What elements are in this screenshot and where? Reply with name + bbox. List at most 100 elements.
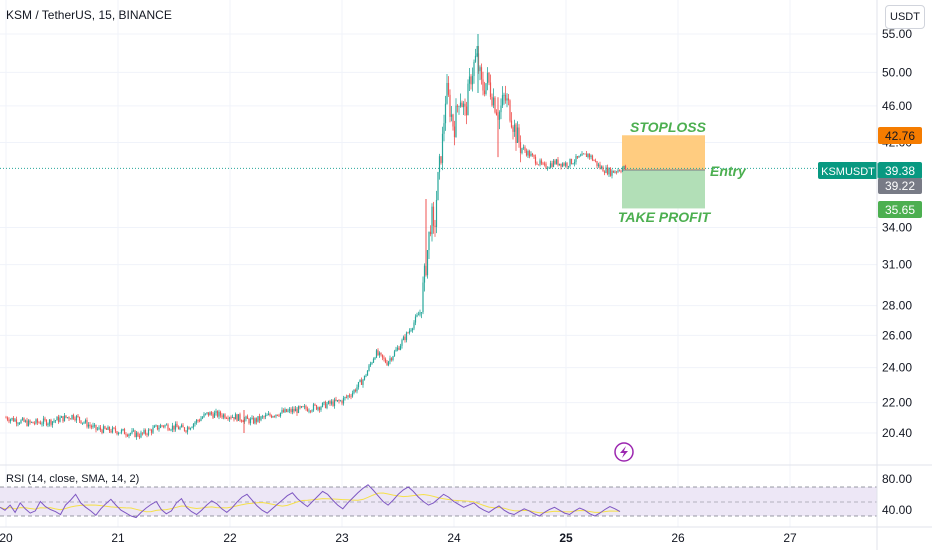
candles[interactable] bbox=[5, 34, 627, 440]
candle bbox=[44, 416, 46, 422]
candle bbox=[581, 151, 583, 156]
candle bbox=[587, 153, 589, 159]
candle bbox=[542, 161, 544, 166]
svg-text:35.65: 35.65 bbox=[885, 203, 915, 217]
candle bbox=[603, 170, 606, 176]
candle bbox=[252, 415, 255, 425]
candle bbox=[173, 425, 175, 433]
candle bbox=[435, 190, 438, 234]
candle bbox=[335, 396, 337, 402]
take-profit-zone[interactable] bbox=[622, 170, 705, 209]
candle bbox=[459, 93, 462, 108]
candle bbox=[479, 65, 481, 81]
candle bbox=[63, 413, 66, 422]
candle bbox=[594, 158, 597, 163]
candle bbox=[312, 402, 315, 412]
candle bbox=[291, 406, 294, 415]
candle bbox=[489, 74, 492, 100]
stoploss-zone[interactable] bbox=[622, 135, 705, 171]
candle bbox=[72, 413, 75, 420]
candle bbox=[491, 93, 493, 107]
candle bbox=[174, 421, 177, 432]
candle bbox=[498, 110, 501, 130]
candle bbox=[281, 407, 283, 414]
candle bbox=[177, 425, 180, 430]
candle bbox=[18, 422, 21, 425]
rsi-line[interactable] bbox=[0, 484, 621, 519]
candle bbox=[147, 428, 150, 437]
candle bbox=[357, 381, 360, 390]
candle bbox=[341, 399, 343, 406]
candle bbox=[353, 389, 355, 395]
candle bbox=[326, 402, 328, 410]
candle bbox=[315, 404, 318, 411]
candle bbox=[401, 338, 403, 349]
candle bbox=[282, 408, 285, 413]
candle bbox=[563, 162, 565, 167]
svg-text:39.22: 39.22 bbox=[885, 179, 915, 193]
candle bbox=[533, 154, 535, 159]
candle bbox=[456, 104, 459, 113]
candle bbox=[588, 153, 591, 160]
candle bbox=[204, 413, 207, 416]
candle bbox=[80, 420, 82, 424]
candle bbox=[8, 417, 10, 424]
candle bbox=[552, 159, 555, 168]
candle bbox=[134, 429, 136, 438]
candle bbox=[380, 352, 382, 357]
candle bbox=[225, 416, 228, 420]
candle bbox=[143, 428, 145, 435]
candle bbox=[224, 413, 226, 420]
lightning-icon[interactable] bbox=[614, 442, 634, 462]
candle bbox=[384, 357, 387, 364]
candle bbox=[24, 419, 27, 423]
symbol-tag[interactable]: KSMUSDT bbox=[818, 162, 878, 179]
time-axis[interactable]: 20 21 22 23 24 25 26 27 bbox=[0, 531, 797, 545]
candle bbox=[227, 415, 229, 421]
candle bbox=[39, 420, 42, 425]
y-tick-label: 31.00 bbox=[882, 258, 912, 272]
candle bbox=[74, 416, 76, 422]
candle bbox=[90, 424, 93, 430]
candle bbox=[528, 149, 531, 159]
currency-button[interactable]: USDT bbox=[885, 5, 925, 29]
candle bbox=[486, 67, 489, 91]
candle bbox=[408, 328, 411, 335]
candle bbox=[471, 67, 474, 92]
candle bbox=[378, 351, 381, 358]
candle bbox=[446, 74, 448, 105]
candle bbox=[434, 219, 436, 237]
svg-text:42.76: 42.76 bbox=[885, 129, 915, 143]
price-axis[interactable]: 55.0050.0046.0042.0034.0031.0028.0026.00… bbox=[882, 27, 912, 440]
candle bbox=[321, 402, 324, 408]
candle bbox=[431, 203, 433, 242]
candle bbox=[29, 419, 31, 425]
candle bbox=[575, 153, 577, 165]
candle bbox=[48, 418, 51, 427]
candle bbox=[260, 415, 262, 422]
candle bbox=[5, 415, 7, 419]
candle bbox=[219, 410, 222, 418]
candle bbox=[165, 423, 168, 426]
candle bbox=[195, 418, 198, 425]
x-tick-label: 24 bbox=[447, 531, 461, 545]
candle bbox=[461, 100, 463, 108]
candle bbox=[222, 413, 225, 420]
candle bbox=[453, 120, 456, 146]
candle bbox=[164, 424, 166, 429]
candle bbox=[318, 406, 321, 413]
candle bbox=[623, 165, 625, 170]
candle bbox=[207, 412, 210, 417]
candle bbox=[236, 413, 238, 422]
candle bbox=[36, 418, 39, 425]
y-tick-label: 55.00 bbox=[882, 27, 912, 41]
candle bbox=[27, 419, 30, 427]
candle bbox=[618, 169, 621, 172]
candle bbox=[278, 413, 280, 417]
candle bbox=[449, 89, 451, 123]
candle bbox=[132, 428, 135, 432]
candle bbox=[251, 415, 253, 420]
candle bbox=[402, 335, 405, 341]
candle bbox=[339, 399, 342, 402]
